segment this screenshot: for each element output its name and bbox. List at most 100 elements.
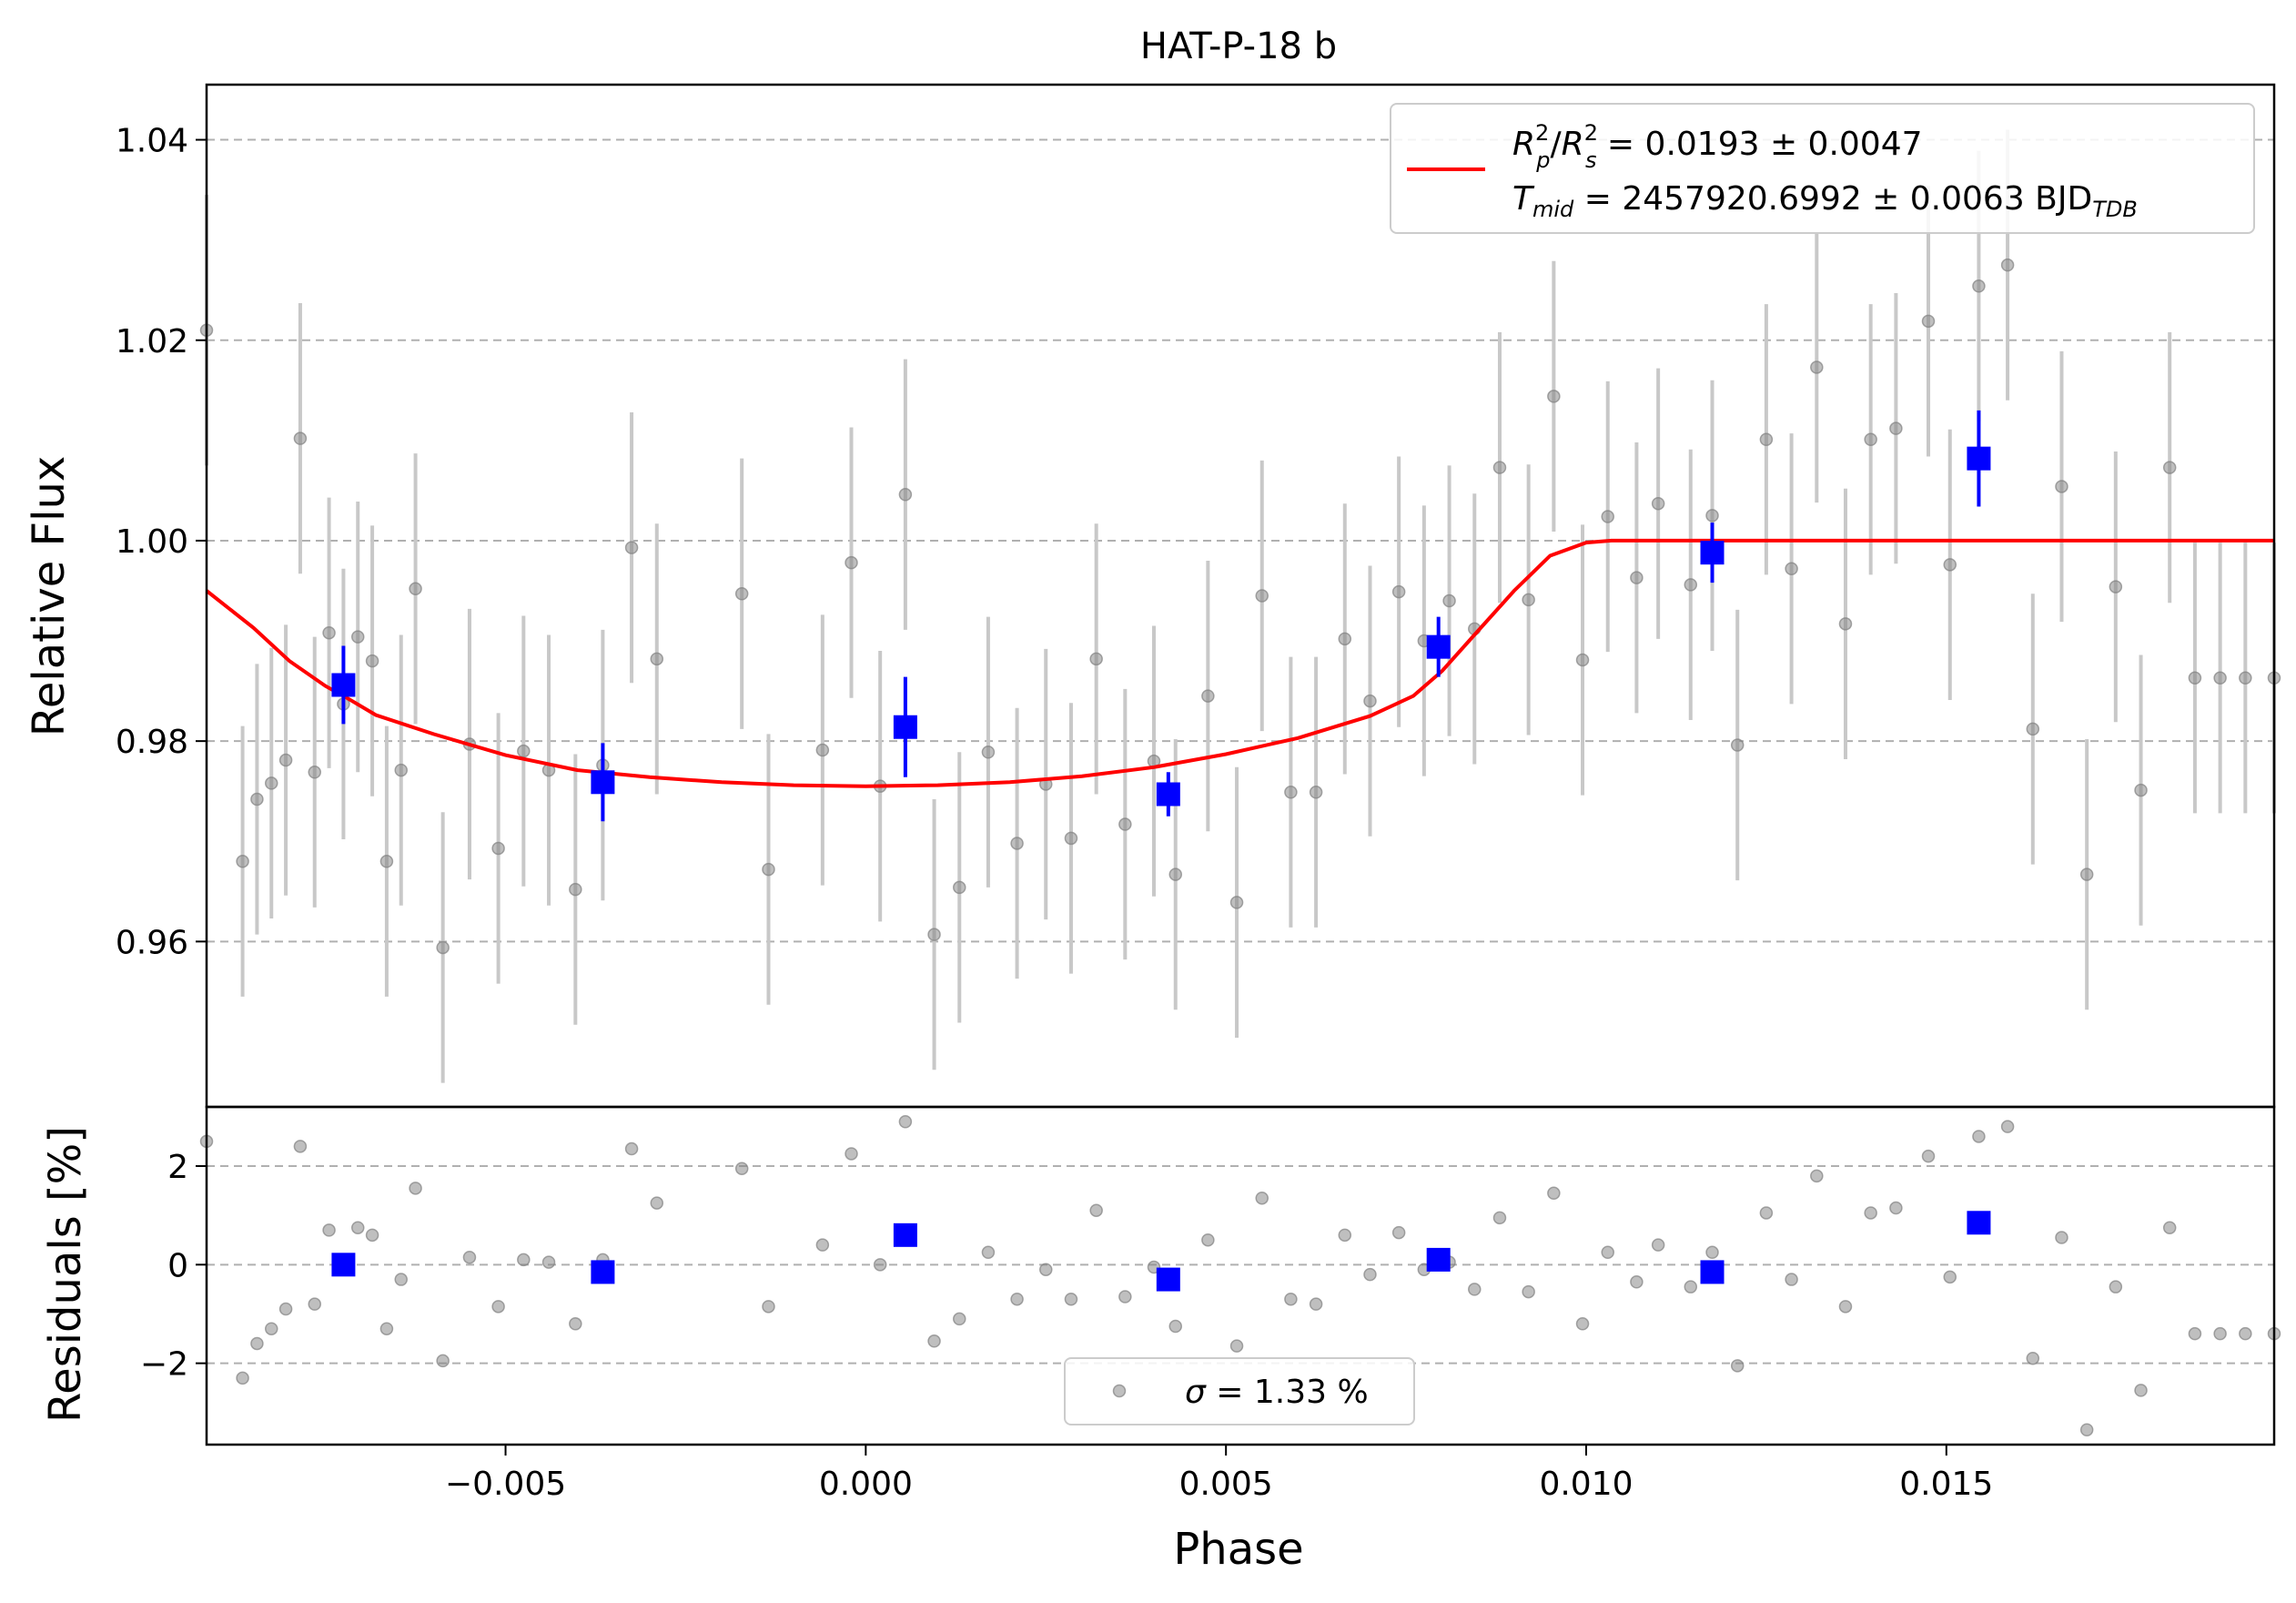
raw-residual-point	[1601, 1245, 1614, 1260]
raw-residual-point	[1785, 1273, 1798, 1286]
flux-y-tick-label: 1.00	[116, 523, 188, 561]
raw-residual-point	[541, 1255, 556, 1269]
binned-flux-point	[1967, 446, 1991, 471]
raw-flux-point	[1943, 558, 1957, 572]
raw-residual-point	[264, 1322, 278, 1335]
raw-residual-point	[927, 1334, 941, 1348]
raw-flux-point	[2134, 783, 2148, 797]
flux-legend-radius-ratio: R2 p/R2 s = 0.0193 ± 0.0047	[1512, 120, 1923, 173]
binned-flux-point	[331, 673, 356, 697]
legend-rp-sup: 2	[1535, 120, 1549, 146]
raw-residual-point	[1492, 1211, 1507, 1225]
raw-residual-point	[1363, 1267, 1377, 1282]
legend-rs-symbol: R	[1562, 126, 1584, 163]
raw-flux-point	[1168, 867, 1183, 881]
raw-residual-point	[1705, 1245, 1719, 1260]
raw-flux-point	[1010, 837, 1024, 850]
raw-flux-point	[1972, 279, 1986, 293]
raw-flux-point	[650, 652, 664, 666]
legend-rs-sub: s	[1585, 147, 1597, 173]
residual-y-tick-label: −2	[140, 1346, 188, 1384]
flux-y-axis-label: Relative Flux	[24, 456, 75, 737]
raw-residual-point	[2162, 1221, 2177, 1234]
raw-flux-point	[2000, 258, 2015, 272]
raw-residual-point	[1039, 1263, 1053, 1276]
flux-y-tick-label: 1.04	[116, 123, 188, 160]
legend-sigma-symbol: σ	[1185, 1374, 1207, 1411]
flux-y-tick-label: 0.98	[116, 724, 188, 761]
raw-flux-point	[1684, 578, 1698, 592]
raw-residual-point	[1064, 1292, 1078, 1306]
raw-flux-point	[236, 855, 249, 868]
raw-flux-point	[1705, 509, 1719, 522]
binned-residual-point	[1700, 1260, 1725, 1284]
raw-residual-point	[1730, 1359, 1745, 1373]
raw-residual-point	[1684, 1280, 1698, 1294]
raw-residual-point	[2000, 1120, 2015, 1133]
raw-flux-point	[1651, 496, 1665, 511]
raw-residual-point	[1089, 1203, 1103, 1217]
raw-flux-point	[981, 746, 996, 759]
raw-flux-point	[1838, 617, 1853, 631]
raw-flux-point	[2162, 461, 2177, 474]
raw-flux-point	[2239, 671, 2252, 685]
residual-legend: σ = 1.33 %	[1064, 1357, 1415, 1425]
raw-residual-point	[2188, 1326, 2202, 1341]
binned-flux-point	[591, 770, 615, 795]
raw-residual-point	[569, 1317, 582, 1331]
legend-tmid-symbol: T	[1512, 180, 1535, 218]
raw-flux-point	[1442, 594, 1456, 608]
raw-residual-point	[308, 1297, 321, 1311]
residual-y-tick-label: 2	[167, 1149, 188, 1186]
raw-flux-point	[2055, 480, 2068, 493]
raw-flux-point	[365, 654, 379, 668]
raw-flux-point	[1522, 593, 1535, 607]
binned-residual-point	[1156, 1267, 1180, 1292]
phase-x-tick-label: 0.015	[1899, 1466, 1993, 1503]
raw-residual-point	[2134, 1384, 2148, 1397]
raw-residual-point	[1229, 1339, 1244, 1353]
chart-title: HAT-P-18 b	[1140, 25, 1337, 67]
raw-residual-point	[1201, 1233, 1215, 1247]
raw-flux-point	[350, 630, 365, 644]
raw-residual-point	[517, 1253, 531, 1267]
raw-flux-point	[1309, 786, 1323, 799]
raw-residual-point	[278, 1302, 293, 1316]
raw-residual-point	[898, 1114, 913, 1129]
raw-residual-point	[953, 1312, 966, 1326]
raw-flux-point	[278, 753, 293, 767]
raw-flux-point	[264, 776, 278, 790]
raw-flux-point	[1921, 314, 1936, 329]
binned-flux-point	[1156, 782, 1180, 807]
raw-flux-point	[1889, 421, 1903, 435]
raw-flux-point	[409, 582, 422, 596]
x-axis-label: Phase	[1173, 1524, 1303, 1575]
raw-flux-point	[1201, 689, 1215, 703]
raw-residual-point	[1522, 1284, 1535, 1299]
raw-residual-point	[2239, 1326, 2252, 1341]
phase-x-tick-label: 0.010	[1539, 1466, 1633, 1503]
flux-panel: 0.96 0.98 1.00 1.02 1.04 Relative Flux R2 p/R…	[24, 83, 2281, 1109]
raw-flux-point	[953, 880, 966, 895]
raw-residual-point	[1889, 1201, 1903, 1215]
raw-flux-point	[845, 555, 858, 570]
raw-flux-point	[1730, 738, 1745, 752]
raw-flux-point	[293, 431, 308, 445]
raw-residual-point	[1921, 1149, 1936, 1163]
raw-residual-point	[365, 1228, 379, 1243]
legend-ratio-value: = 0.0193 ± 0.0047	[1596, 126, 1922, 163]
raw-residual-point	[1255, 1191, 1269, 1205]
raw-flux-point	[1575, 653, 1590, 667]
raw-flux-point	[2109, 580, 2123, 594]
raw-residual-point	[394, 1273, 408, 1286]
legend-rp-symbol: R	[1512, 126, 1535, 163]
raw-residual-point	[1838, 1300, 1853, 1314]
residual-y-axis-label: Residuals [%]	[40, 1126, 91, 1423]
raw-residual-point	[981, 1245, 996, 1260]
raw-residual-point	[250, 1336, 264, 1351]
legend-tmid-sub: mid	[1532, 197, 1574, 222]
raw-residual-point	[1943, 1270, 1957, 1284]
raw-flux-point	[624, 541, 639, 554]
raw-flux-point	[1338, 632, 1352, 646]
